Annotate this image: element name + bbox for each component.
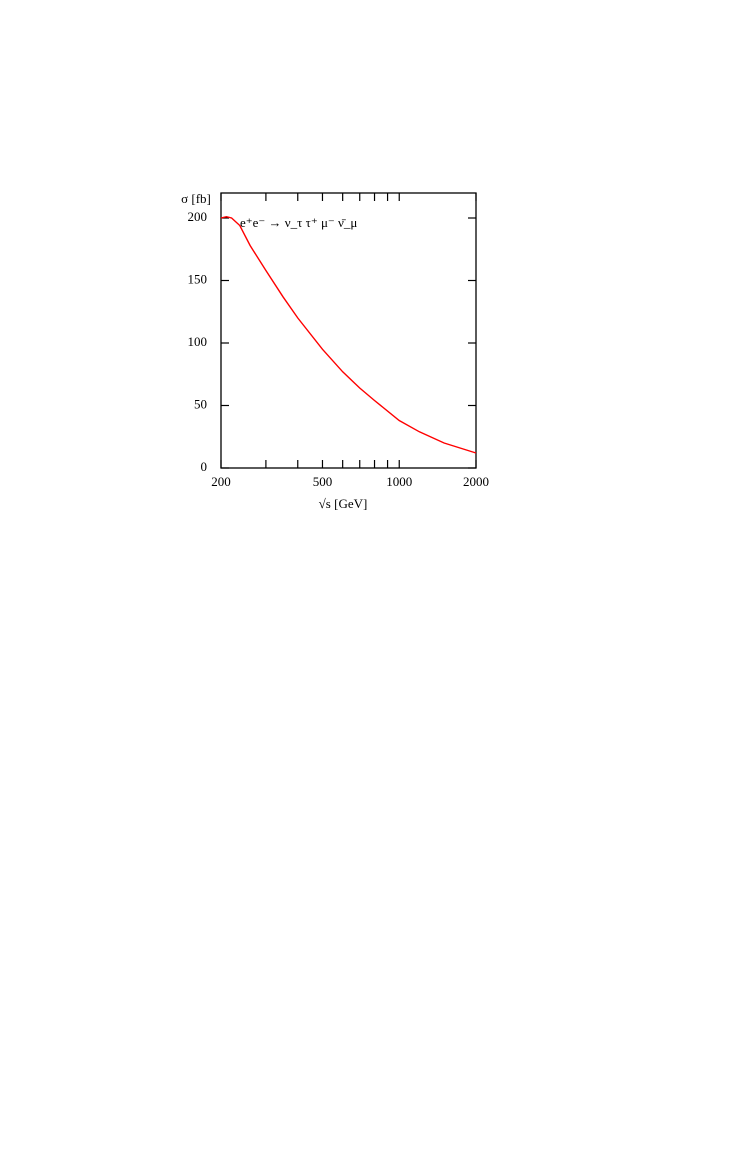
x-tick-label: 500 [313, 474, 333, 489]
y-tick-label: 150 [188, 271, 208, 286]
plot-frame [220, 192, 477, 469]
y-tick-label: 0 [201, 459, 208, 474]
data-line [220, 215, 477, 454]
annotation: e⁺e⁻ → ν_τ τ⁺ μ⁻ ν̄_μ [240, 215, 357, 230]
x-tick-label: 1000 [386, 474, 412, 489]
x-tick-label: 200 [211, 474, 231, 489]
y-tick-label: 50 [194, 396, 207, 411]
y-tick-label: 100 [188, 334, 208, 349]
x-axis-label: √s [GeV] [319, 496, 368, 511]
y-tick-label: 200 [188, 209, 208, 224]
x-tick-label: 2000 [463, 474, 489, 489]
y-axis-label: σ [fb] [181, 191, 211, 206]
